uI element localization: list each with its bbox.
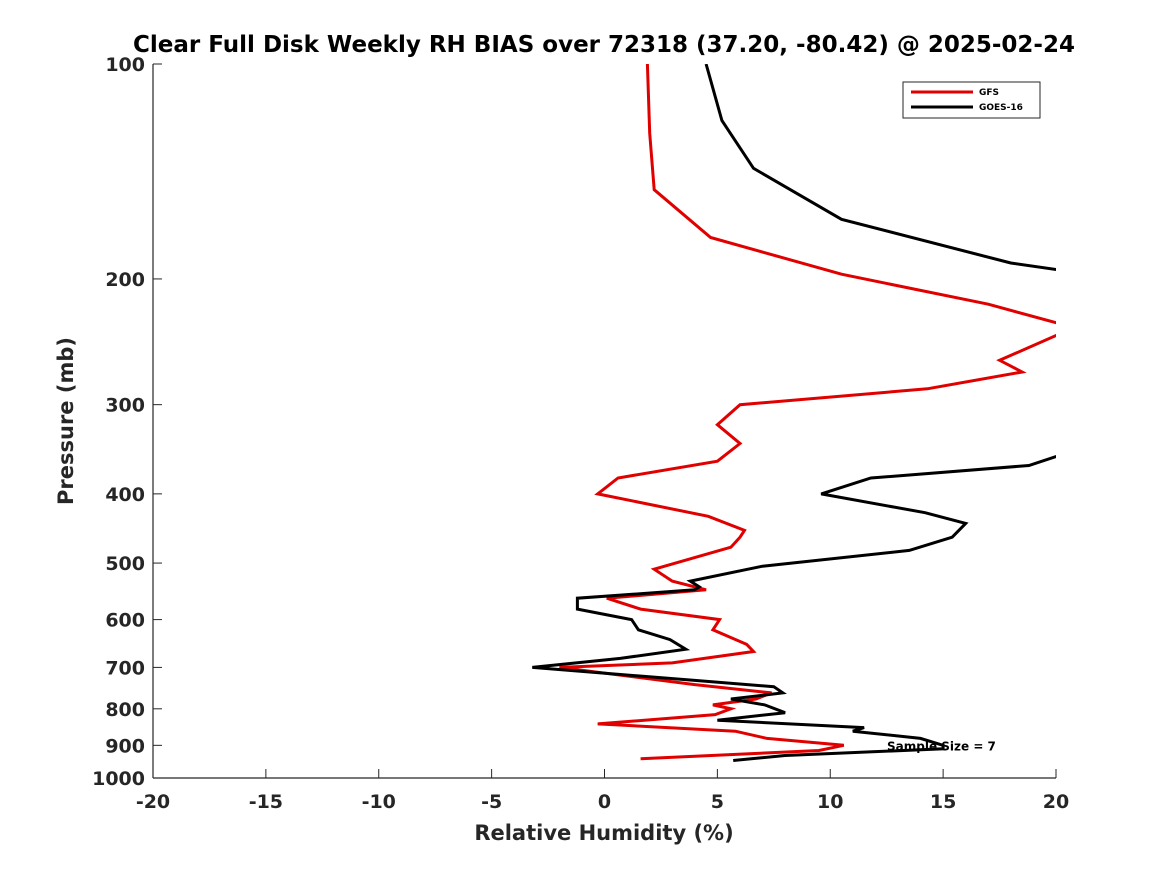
legend: GFS GOES-16 (902, 81, 1041, 119)
x-tick-label: -10 (362, 791, 396, 813)
y-tick-label: 700 (105, 657, 145, 679)
series-line-gfs (559, 64, 1056, 761)
x-tick-label: 20 (1043, 791, 1069, 813)
plot-area: -20 -15 -10 -5 0 5 10 15 20 100 200 300 400 500 600 700… (92, 54, 1069, 813)
x-tick-label: 0 (598, 791, 611, 813)
y-tick-label: 100 (105, 54, 145, 76)
y-tick-label: 500 (105, 553, 145, 575)
series-line-goes-16 (532, 64, 1056, 762)
x-tick-label: -15 (249, 791, 283, 813)
y-tick-label: 800 (105, 699, 145, 721)
x-tick-label: -5 (481, 791, 502, 813)
y-axis-label: Pressure (mb) (54, 337, 78, 505)
y-tick-label: 300 (105, 395, 145, 417)
x-tick-label: 15 (930, 791, 956, 813)
y-tick-label: 900 (105, 735, 145, 757)
y-tick-label: 400 (105, 484, 145, 506)
y-tick-label: 1000 (92, 768, 145, 790)
x-tick-label: 10 (817, 791, 843, 813)
chart-title: Clear Full Disk Weekly RH BIAS over 7231… (133, 32, 1075, 58)
y-tick-label: 200 (105, 269, 145, 291)
legend-box (902, 81, 1041, 119)
y-tick-label: 600 (105, 610, 145, 632)
x-tick-label: 5 (711, 791, 724, 813)
legend-label: GOES-16 (979, 103, 1023, 113)
legend-label: GFS (979, 88, 999, 98)
series-group (532, 64, 1056, 762)
x-axis-label: Relative Humidity (%) (474, 821, 733, 845)
sample-size-annotation: Sample Size = 7 (887, 739, 996, 753)
x-tick-label: -20 (136, 791, 170, 813)
